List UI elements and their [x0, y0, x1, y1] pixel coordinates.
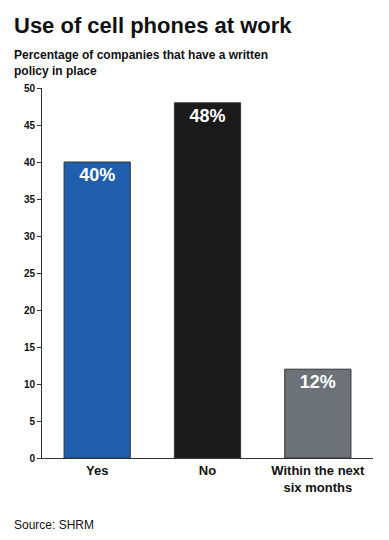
svg-text:25: 25	[24, 268, 36, 279]
svg-text:50: 50	[24, 83, 36, 94]
svg-text:15: 15	[24, 342, 36, 353]
svg-text:45: 45	[24, 120, 36, 131]
svg-text:40%: 40%	[79, 165, 115, 185]
svg-text:10: 10	[24, 379, 36, 390]
svg-text:20: 20	[24, 305, 36, 316]
svg-text:5: 5	[29, 416, 35, 427]
svg-text:Within the nextsix months: Within the nextsix months	[271, 463, 365, 495]
svg-text:Use of cell phones at work: Use of cell phones at work	[14, 13, 292, 38]
svg-text:30: 30	[24, 231, 36, 242]
svg-text:No: No	[199, 463, 216, 478]
svg-text:48%: 48%	[189, 106, 225, 126]
svg-text:Yes: Yes	[86, 463, 108, 478]
svg-text:40: 40	[24, 157, 36, 168]
svg-text:0: 0	[29, 453, 35, 464]
svg-text:Percentage of companies that h: Percentage of companies that have a writ…	[14, 48, 268, 78]
svg-text:35: 35	[24, 194, 36, 205]
svg-text:12%: 12%	[300, 372, 336, 392]
svg-text:Source: SHRM: Source: SHRM	[14, 518, 94, 532]
